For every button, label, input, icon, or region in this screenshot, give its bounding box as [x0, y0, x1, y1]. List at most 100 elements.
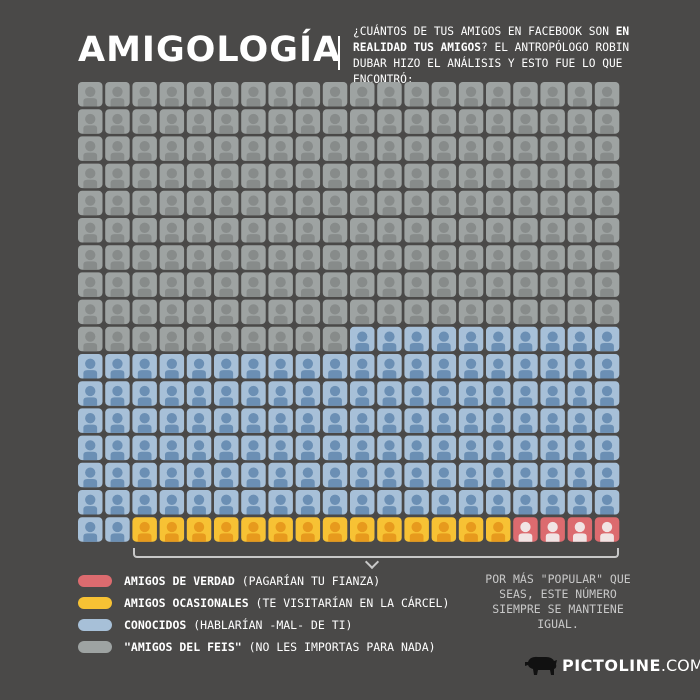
waffle-cell-feis	[78, 299, 103, 325]
waffle-cell-acquaintance	[295, 381, 321, 406]
legend: AMIGOS DE VERDAD (PAGARÍAN TU FIANZA) AM…	[78, 570, 449, 658]
waffle-cell-acquaintance	[513, 408, 538, 433]
legend-label: AMIGOS OCASIONALES (TE VISITARÍAN EN LA …	[124, 596, 449, 610]
waffle-cell-acquaintance	[486, 490, 511, 515]
waffle-cell-acquaintance	[458, 381, 484, 406]
waffle-cell-feis	[567, 245, 593, 270]
waffle-cell-acquaintance	[132, 381, 157, 406]
waffle-cell-feis	[594, 109, 620, 134]
waffle-cell-feis	[105, 299, 130, 325]
waffle-cell-feis	[567, 190, 593, 216]
legend-item-real-friends: AMIGOS DE VERDAD (PAGARÍAN TU FIANZA)	[78, 570, 449, 592]
waffle-cell-acquaintance	[567, 435, 593, 461]
waffle-cell-feis	[159, 218, 185, 243]
waffle-cell-feis	[295, 136, 321, 161]
waffle-cell-feis	[214, 82, 239, 107]
waffle-cell-acquaintance	[377, 408, 402, 433]
waffle-cell-acquaintance	[540, 354, 565, 379]
waffle-cell-acquaintance	[132, 435, 157, 461]
waffle-cell-feis	[567, 272, 593, 297]
waffle-cell-acquaintance	[214, 435, 239, 461]
waffle-cell-feis	[350, 299, 375, 325]
waffle-cell-acquaintance	[322, 354, 348, 379]
waffle-cell-acquaintance	[159, 490, 185, 515]
waffle-cell-feis	[540, 218, 565, 243]
waffle-cell-acquaintance	[431, 381, 457, 406]
waffle-cell-acquaintance	[431, 326, 457, 352]
waffle-cell-feis	[186, 299, 212, 325]
waffle-cell-feis	[431, 109, 457, 134]
waffle-cell-acquaintance	[78, 517, 103, 542]
waffle-cell-feis	[486, 82, 511, 107]
waffle-cell-acquaintance	[458, 462, 484, 488]
waffle-cell-feis	[268, 326, 293, 352]
waffle-cell-feis	[350, 190, 375, 216]
waffle-cell-feis	[132, 136, 157, 161]
waffle-cell-occasional	[241, 517, 266, 542]
waffle-cell-acquaintance	[404, 462, 429, 488]
waffle-cell-acquaintance	[350, 462, 375, 488]
waffle-cell-feis	[404, 299, 429, 325]
waffle-cell-acquaintance	[105, 354, 130, 379]
waffle-cell-acquaintance	[78, 381, 103, 406]
waffle-cell-acquaintance	[594, 435, 620, 461]
waffle-cell-feis	[186, 272, 212, 297]
waffle-cell-feis	[322, 299, 348, 325]
waffle-cell-acquaintance	[186, 381, 212, 406]
brand-logo[interactable]: PICTOLINE .COM	[524, 652, 700, 678]
waffle-cell-feis	[567, 299, 593, 325]
waffle-cell-acquaintance	[295, 408, 321, 433]
waffle-cell-feis	[486, 163, 511, 189]
waffle-cell-feis	[322, 272, 348, 297]
waffle-cell-feis	[431, 82, 457, 107]
waffle-cell-feis	[295, 82, 321, 107]
waffle-cell-feis	[513, 218, 538, 243]
waffle-cell-feis	[214, 299, 239, 325]
waffle-cell-feis	[78, 326, 103, 352]
waffle-cell-feis	[404, 245, 429, 270]
waffle-cell-feis	[486, 109, 511, 134]
waffle-cell-feis	[540, 109, 565, 134]
waffle-cell-feis	[268, 109, 293, 134]
waffle-cell-feis	[540, 82, 565, 107]
waffle-cell-feis	[78, 82, 103, 107]
waffle-cell-feis	[241, 218, 266, 243]
waffle-cell-acquaintance	[322, 435, 348, 461]
waffle-cell-feis	[268, 272, 293, 297]
waffle-cell-feis	[214, 272, 239, 297]
waffle-cell-feis	[295, 272, 321, 297]
waffle-cell-feis	[78, 245, 103, 270]
waffle-cell-feis	[159, 190, 185, 216]
title-divider	[338, 36, 340, 70]
waffle-cell-acquaintance	[159, 435, 185, 461]
waffle-cell-acquaintance	[567, 408, 593, 433]
waffle-cell-occasional	[159, 517, 185, 542]
waffle-cell-acquaintance	[78, 462, 103, 488]
waffle-cell-feis	[186, 218, 212, 243]
waffle-cell-real	[513, 517, 538, 542]
waffle-cell-feis	[186, 109, 212, 134]
waffle-cell-occasional	[404, 517, 429, 542]
waffle-cell-feis	[540, 163, 565, 189]
waffle-cell-acquaintance	[132, 462, 157, 488]
waffle-cell-acquaintance	[458, 435, 484, 461]
waffle-cell-feis	[431, 218, 457, 243]
waffle-cell-feis	[540, 245, 565, 270]
waffle-cell-feis	[458, 299, 484, 325]
waffle-cell-acquaintance	[594, 381, 620, 406]
waffle-cell-acquaintance	[513, 462, 538, 488]
brand-domain: .COM	[660, 655, 700, 675]
waffle-cell-feis	[214, 163, 239, 189]
waffle-cell-feis	[377, 272, 402, 297]
waffle-cell-acquaintance	[78, 435, 103, 461]
waffle-cell-acquaintance	[186, 354, 212, 379]
waffle-cell-occasional	[132, 517, 157, 542]
waffle-cell-feis	[458, 109, 484, 134]
waffle-cell-acquaintance	[295, 435, 321, 461]
waffle-cell-acquaintance	[567, 462, 593, 488]
waffle-cell-feis	[105, 218, 130, 243]
legend-label-bold: AMIGOS DE VERDAD	[124, 574, 235, 588]
waffle-cell-feis	[486, 136, 511, 161]
waffle-cell-feis	[567, 82, 593, 107]
